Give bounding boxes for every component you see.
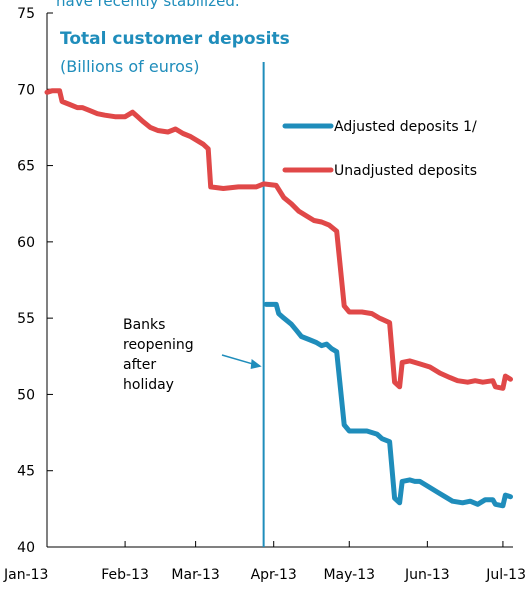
x-tick-label: Jun-13 — [404, 567, 450, 583]
annotation-arrow-head — [250, 359, 262, 369]
y-tick-label: 70 — [17, 82, 35, 98]
chart-title: Total customer deposits — [60, 29, 290, 49]
annotation-text-line: holiday — [123, 377, 174, 393]
y-tick-label: 40 — [17, 540, 35, 556]
legend: Adjusted deposits 1/Unadjusted deposits — [282, 119, 477, 179]
annotation: Banks reopening after holiday — [123, 317, 262, 393]
annotation-text-line: after — [123, 357, 156, 373]
y-tick-label: 50 — [17, 387, 35, 403]
y-tick-label: 65 — [17, 159, 35, 175]
y-tick-label: 55 — [17, 311, 35, 327]
legend-unadjusted-label: Unadjusted deposits — [334, 163, 477, 179]
y-tick-label: 60 — [17, 235, 35, 251]
adjusted-deposits-line — [263, 301, 513, 509]
series-lines — [44, 88, 513, 509]
header-fragment: have recently stabilized. — [56, 0, 240, 10]
unadjusted-deposits-line — [44, 88, 513, 391]
x-tick-label: Feb-13 — [101, 567, 149, 583]
legend-adjusted-label: Adjusted deposits 1/ — [334, 119, 477, 135]
x-tick-label: May-13 — [323, 567, 375, 583]
x-tick-label: Jan-13 — [3, 567, 48, 583]
annotation-text-line: reopening — [123, 337, 194, 353]
axes: 40 45 50 55 60 65 70 75 Jan-13 Feb-13 Mar-13 Apr-13… — [3, 6, 526, 583]
chart-subtitle: (Billions of euros) — [60, 57, 199, 76]
x-tick-label: Jul-13 — [485, 567, 526, 583]
x-tick-label: Apr-13 — [251, 567, 297, 583]
x-tick-label: Mar-13 — [171, 567, 219, 583]
y-tick-label: 75 — [17, 6, 35, 22]
annotation-text-line: Banks — [123, 317, 165, 333]
y-tick-label: 45 — [17, 464, 35, 480]
